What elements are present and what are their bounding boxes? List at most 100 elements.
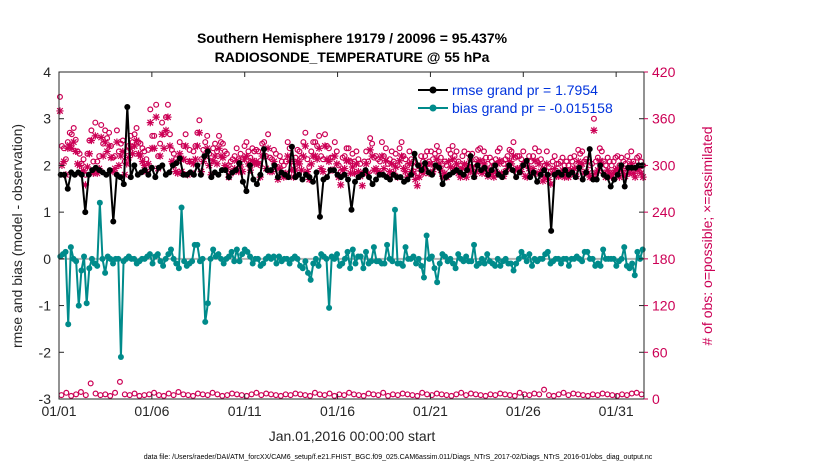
obs-assimilated-glyph xyxy=(560,173,569,181)
rmse-point xyxy=(499,174,506,181)
obs-possible-point xyxy=(219,140,226,147)
rmse-point xyxy=(593,176,600,183)
obs-assimilated-point xyxy=(85,150,94,158)
obs-assimilated-point xyxy=(419,169,427,177)
rmse-point xyxy=(471,174,478,181)
obs-possible-point xyxy=(175,388,182,395)
rmse-point xyxy=(260,146,267,153)
obs-assimilated-point xyxy=(586,173,594,181)
obs-assimilated-glyph xyxy=(452,160,461,168)
obs-possible-point xyxy=(147,106,154,113)
obs-assimilated-point xyxy=(395,157,404,165)
bias-point xyxy=(626,265,633,272)
obs-possible-point xyxy=(170,392,177,399)
obs-assimilated-glyph xyxy=(366,146,374,154)
obs-assimilated-point xyxy=(368,152,376,160)
obs-assimilated-glyph xyxy=(264,144,272,152)
obs-assimilated-point xyxy=(242,152,251,160)
rmse-point xyxy=(604,174,611,181)
obs-possible-point xyxy=(458,389,465,396)
obs-assimilated-glyph xyxy=(115,161,123,170)
bias-point xyxy=(399,262,406,269)
bias-point xyxy=(613,262,620,269)
obs-assimilated-glyph xyxy=(462,173,470,181)
obs-possible-point xyxy=(367,135,374,142)
obs-possible-point xyxy=(176,139,183,146)
bias-point xyxy=(299,265,306,272)
obs-assimilated-point xyxy=(474,157,482,166)
obs-assimilated-point xyxy=(248,157,256,165)
bias-point xyxy=(102,269,109,276)
obs-assimilated-glyph xyxy=(606,169,614,177)
obs-possible-point xyxy=(571,153,578,160)
rmse-point xyxy=(197,171,204,178)
rmse-point xyxy=(607,183,614,190)
obs-assimilated-glyph xyxy=(295,160,304,168)
obs-assimilated-glyph xyxy=(362,160,370,168)
obs-assimilated-glyph xyxy=(594,166,602,174)
obs-assimilated-point xyxy=(136,152,145,160)
rmse-point xyxy=(415,162,422,169)
bias-point xyxy=(202,318,209,325)
rmse-point xyxy=(439,181,446,188)
obs-possible-point xyxy=(190,148,197,155)
rmse-point xyxy=(492,162,499,169)
rmse-point xyxy=(253,181,260,188)
bias-point xyxy=(334,251,341,258)
obs-possible-point xyxy=(237,150,244,157)
obs-assimilated-glyph xyxy=(176,150,184,158)
obs-assimilated-glyph xyxy=(299,152,308,160)
obs-assimilated-point xyxy=(156,152,164,160)
obs-possible-point xyxy=(196,117,203,124)
bias-point xyxy=(154,251,161,258)
obs-assimilated-point xyxy=(70,138,78,146)
bias-point xyxy=(476,260,483,267)
bias-point xyxy=(294,255,301,262)
obs-possible-point xyxy=(157,140,164,147)
obs-possible-point xyxy=(396,145,403,152)
rmse-point xyxy=(166,169,173,176)
obs-assimilated-glyph xyxy=(209,157,217,165)
bias-point xyxy=(507,260,514,267)
obs-possible-point xyxy=(326,390,333,397)
rmse-point xyxy=(159,162,166,169)
obs-assimilated-glyph xyxy=(219,154,227,162)
obs-assimilated-point xyxy=(460,160,468,168)
rmse-point xyxy=(373,176,380,183)
obs-assimilated-glyph xyxy=(397,152,406,160)
obs-assimilated-glyph xyxy=(103,147,111,156)
obs-assimilated-point xyxy=(87,136,95,145)
obs-assimilated-glyph xyxy=(547,180,555,188)
bias-point xyxy=(110,260,117,267)
obs-assimilated-point xyxy=(97,133,105,141)
footer-data-file: data file: /Users/raeder/DAI/ATM_forcXX/… xyxy=(144,454,653,461)
bias-point xyxy=(244,248,251,255)
bias-point xyxy=(410,253,417,260)
bias-point xyxy=(492,262,499,269)
bias-point xyxy=(181,258,188,265)
bias-point xyxy=(618,255,625,262)
obs-assimilated-point xyxy=(146,119,154,127)
obs-assimilated-point xyxy=(240,155,249,163)
x-axis-label: Jan.01,2016 00:00:00 start xyxy=(269,428,436,444)
obs-assimilated-glyph xyxy=(189,160,198,168)
bias-point xyxy=(204,300,211,307)
obs-assimilated-point xyxy=(68,144,76,152)
bias-point xyxy=(302,258,309,265)
obs-assimilated-glyph xyxy=(130,142,139,150)
bias-point xyxy=(428,253,435,260)
obs-assimilated-glyph xyxy=(276,164,284,173)
obs-assimilated-point xyxy=(301,142,309,150)
obs-assimilated-point xyxy=(535,160,543,168)
bias-point xyxy=(518,248,525,255)
bias-point xyxy=(529,262,536,269)
chart-title: Southern Hemisphere 19179 / 20096 = 95.4… xyxy=(197,30,508,46)
obs-possible-point xyxy=(166,131,173,138)
bias-point xyxy=(381,260,388,267)
obs-assimilated-glyph xyxy=(445,157,453,166)
bias-point xyxy=(117,353,124,360)
obs-assimilated-point xyxy=(144,160,152,168)
obs-assimilated-point xyxy=(531,157,539,165)
obs-assimilated-point xyxy=(189,160,198,168)
y-right-tick-label: 360 xyxy=(652,111,676,127)
